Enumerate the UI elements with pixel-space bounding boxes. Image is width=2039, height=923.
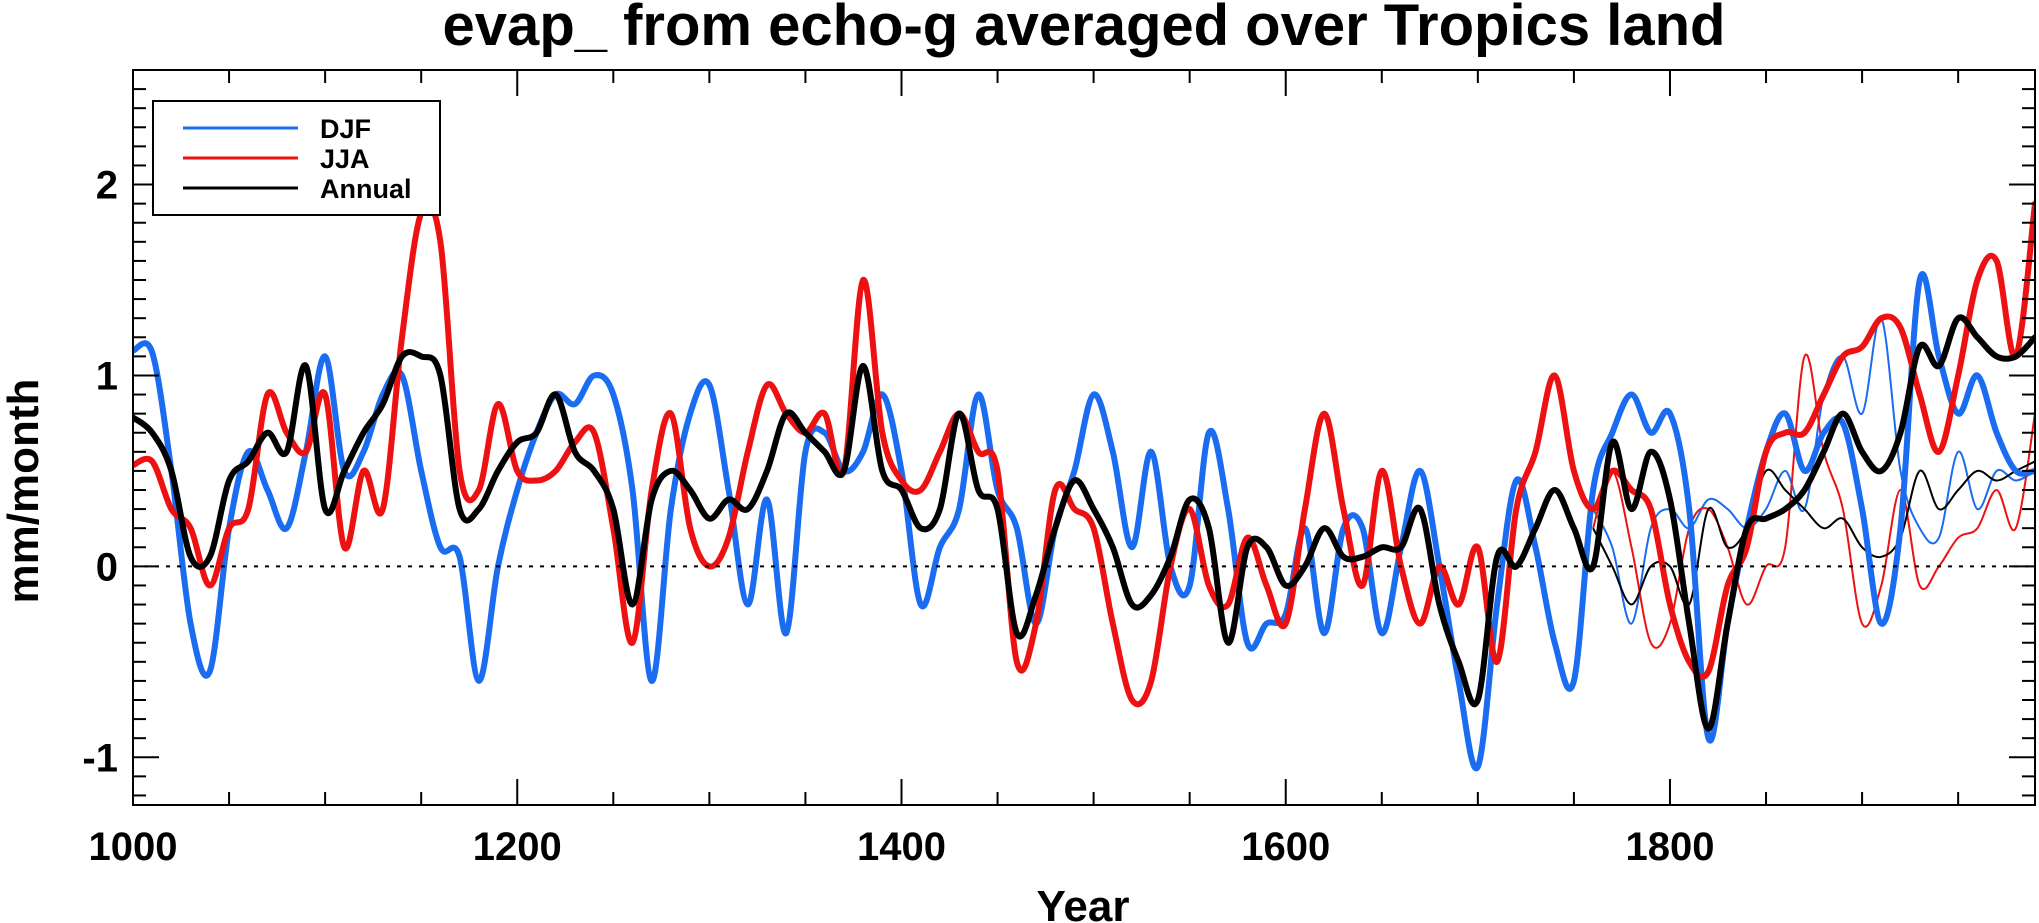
legend-label-djf: DJF xyxy=(320,114,371,144)
x-tick-label: 1200 xyxy=(473,825,562,869)
series-line-annual xyxy=(133,314,2035,732)
series-line-thin-jja xyxy=(1592,353,2035,649)
x-tick-label: 1400 xyxy=(857,825,946,869)
legend-label-annual: Annual xyxy=(320,174,412,204)
x-tick-label: 1600 xyxy=(1241,825,1330,869)
chart-title: evap_ from echo-g averaged over Tropics … xyxy=(443,0,1726,58)
x-tick-label: 1800 xyxy=(1625,825,1714,869)
series-line-thin-annual xyxy=(1592,460,2035,607)
y-tick-label: 0 xyxy=(96,545,118,589)
legend-label-jja: JJA xyxy=(320,144,370,174)
plot-frame xyxy=(132,69,2036,806)
y-tick-label: 2 xyxy=(96,164,118,208)
x-tick-label: 1000 xyxy=(89,825,178,869)
series-line-djf xyxy=(133,271,2035,772)
series-line-thin-djf xyxy=(1592,317,2035,625)
series-layer xyxy=(133,200,2035,772)
y-tick-label: -1 xyxy=(82,736,118,780)
x-axis-label: Year xyxy=(1037,882,1130,923)
y-tick-label: 1 xyxy=(96,354,118,398)
plot-area xyxy=(133,200,2035,772)
y-axis-label: mm/month xyxy=(0,379,48,604)
axes-layer: 1000 1200 1400 1600 1800 -1 0 1 2 xyxy=(82,69,2036,869)
